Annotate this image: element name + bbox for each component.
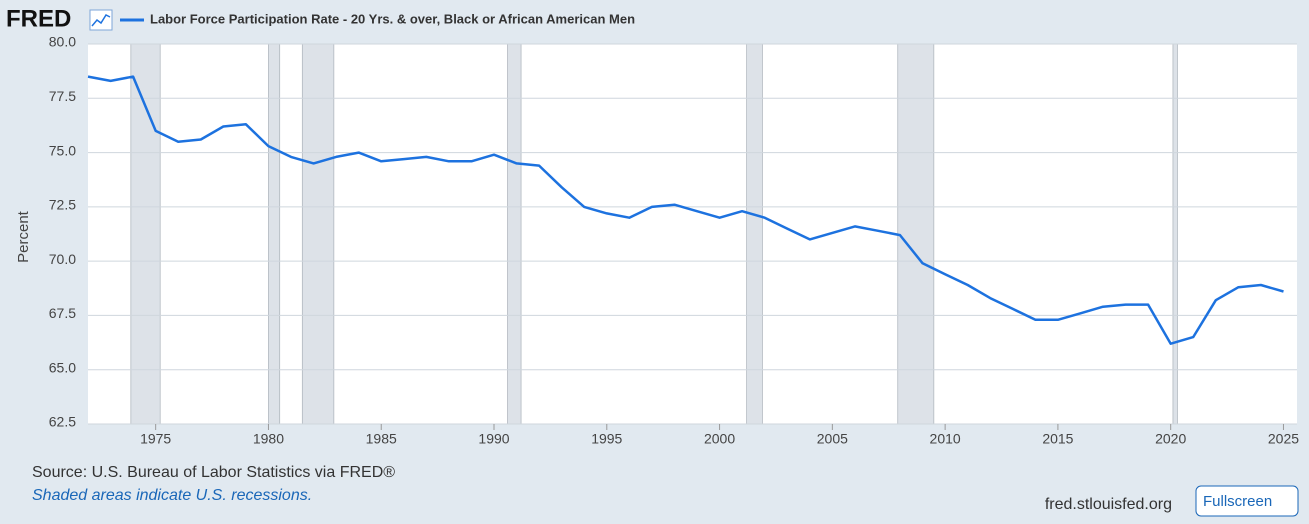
x-tick-label: 1990 [478, 431, 509, 447]
fullscreen-button[interactable] [1195, 485, 1299, 517]
plot-area [88, 44, 1297, 424]
recession [897, 43, 935, 425]
series-line [87, 75, 1284, 345]
y-tick-label: 72.5 [49, 197, 76, 213]
x-tick-label: 1980 [253, 431, 284, 447]
x-tick-label: 2020 [1155, 431, 1186, 447]
y-axis-label: Percent [15, 210, 32, 263]
x-tick-label: 2005 [817, 431, 848, 447]
y-tick-label: 80.0 [49, 34, 76, 50]
x-tick-label: 2000 [704, 431, 735, 447]
site: fred.stlouisfed.org [1045, 496, 1172, 513]
x-tick-label: 2010 [930, 431, 961, 447]
x-tick-label: 2015 [1042, 431, 1073, 447]
x-tick-label: 2025 [1268, 431, 1299, 447]
y-tick-label: 75.0 [49, 142, 76, 158]
legend-label: Labor Force Participation Rate - 20 Yrs.… [150, 11, 635, 26]
recession [268, 43, 281, 425]
recession [1172, 43, 1178, 425]
y-tick-label: 77.5 [49, 88, 76, 104]
source: Source: U.S. Bureau of Labor Statistics … [32, 464, 395, 481]
logo-icon-line [91, 14, 111, 27]
y-tick-label: 65.0 [49, 359, 76, 375]
fullscreen-label[interactable]: Fullscreen [1203, 493, 1272, 510]
x-tick-label: 1985 [366, 431, 397, 447]
x-tick-label: 1975 [140, 431, 171, 447]
recession [301, 43, 335, 425]
recession [130, 43, 161, 425]
x-tick-label: 1995 [591, 431, 622, 447]
logo-icon [89, 9, 113, 31]
y-tick-label: 70.0 [49, 251, 76, 267]
recession [507, 43, 522, 425]
recession [746, 43, 763, 425]
y-tick-label: 67.5 [49, 305, 76, 321]
y-tick-label: 62.5 [49, 414, 76, 430]
logo: FRED [6, 5, 71, 32]
note: Shaded areas indicate U.S. recessions. [32, 487, 312, 504]
